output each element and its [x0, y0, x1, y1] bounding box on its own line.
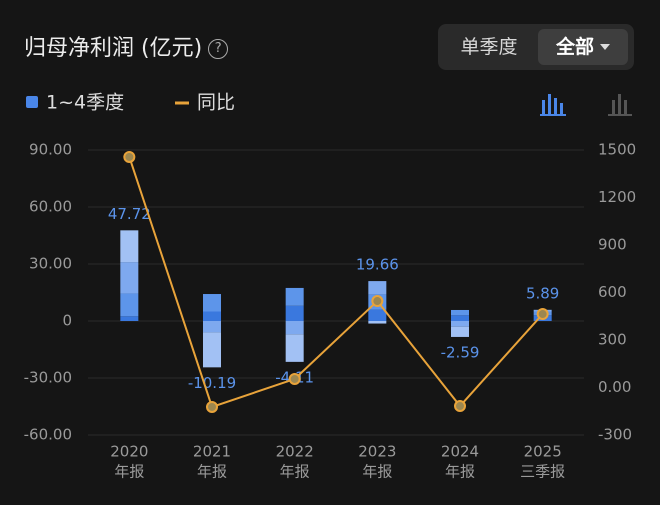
- bar-segment: [285, 334, 304, 362]
- y2-tick-label: 900: [598, 236, 627, 254]
- x-tick-label: 2022: [276, 443, 314, 461]
- bar-segment: [451, 326, 469, 337]
- bar-segment: [451, 309, 469, 316]
- y-tick-label: -30.00: [24, 369, 72, 387]
- bar-icon[interactable]: [540, 94, 566, 116]
- bar-segment: [285, 321, 304, 335]
- x-tick-sublabel: 年报: [197, 463, 227, 481]
- bar-segment: [120, 262, 139, 294]
- bar-segment: [285, 287, 304, 306]
- value-label: -2.59: [441, 343, 480, 361]
- y2-tick-label: 0.00: [598, 378, 631, 396]
- legend-swatch: [26, 96, 38, 108]
- y-tick-label: 30.00: [29, 255, 72, 273]
- x-tick-label: 2023: [358, 443, 396, 461]
- toggle-label: 全部: [555, 36, 594, 58]
- title-block: 归母净利润 (亿元)?: [24, 30, 229, 62]
- y-tick-label: 0: [62, 312, 72, 330]
- bar-segment: [203, 321, 221, 333]
- value-label: -10.19: [188, 374, 236, 392]
- y2-tick-label: 300: [598, 331, 627, 349]
- bar-segment: [451, 315, 469, 321]
- value-label: 19.66: [356, 256, 399, 274]
- toggle-button[interactable]: 全部: [538, 29, 628, 65]
- line-point: [371, 295, 384, 308]
- legend-label: 同比: [197, 92, 235, 114]
- x-tick-sublabel: 年报: [114, 463, 144, 481]
- bar-segment: [451, 321, 469, 327]
- x-tick-label: 2021: [193, 443, 231, 461]
- x-tick-sublabel: 三季报: [520, 463, 565, 481]
- x-tick-sublabel: 年报: [445, 463, 475, 481]
- bar-segment: [120, 316, 139, 321]
- bar-segment: [203, 294, 221, 312]
- x-tick-label: 2020: [110, 443, 148, 461]
- bar-segment: [120, 230, 139, 263]
- line: [128, 156, 544, 409]
- caret: [600, 44, 610, 50]
- bar-segment: [203, 311, 221, 321]
- bar-segment: [368, 321, 387, 324]
- bar-segment: [203, 332, 221, 368]
- x-tick-label: 2024: [441, 443, 479, 461]
- y2-tick-label: 1500: [598, 141, 636, 159]
- x-tick-sublabel: 年报: [362, 463, 392, 481]
- line-point: [206, 400, 218, 413]
- bar-icon[interactable]: [608, 94, 632, 116]
- y-tick-label: 90.00: [29, 141, 72, 159]
- y-tick-label: -60.00: [24, 426, 72, 444]
- help-icon[interactable]: ?: [208, 39, 229, 59]
- y-tick-label: 60.00: [29, 198, 72, 216]
- x-tick-label: 2025: [524, 443, 562, 461]
- bar-segment: [120, 293, 139, 317]
- x-tick-sublabel: 年报: [280, 463, 310, 481]
- y2-tick-label: 600: [598, 283, 627, 301]
- legend-label: 1~4季度: [46, 92, 124, 114]
- line-point: [288, 372, 301, 385]
- line-point: [123, 150, 136, 163]
- value-label: 5.89: [526, 284, 559, 302]
- value-label: 47.72: [108, 205, 151, 223]
- line-point: [454, 400, 466, 413]
- y2-tick-label: 1200: [598, 188, 636, 206]
- line-point: [536, 308, 549, 321]
- toggle-button[interactable]: 单季度: [460, 36, 518, 58]
- bar-segment: [368, 309, 387, 321]
- toggle: 单季度 全部: [438, 24, 634, 70]
- y2-tick-label: -300: [598, 426, 632, 444]
- bar-segment: [368, 281, 387, 295]
- title: 归母净利润 (亿元): [24, 36, 203, 61]
- bar-segment: [285, 305, 304, 321]
